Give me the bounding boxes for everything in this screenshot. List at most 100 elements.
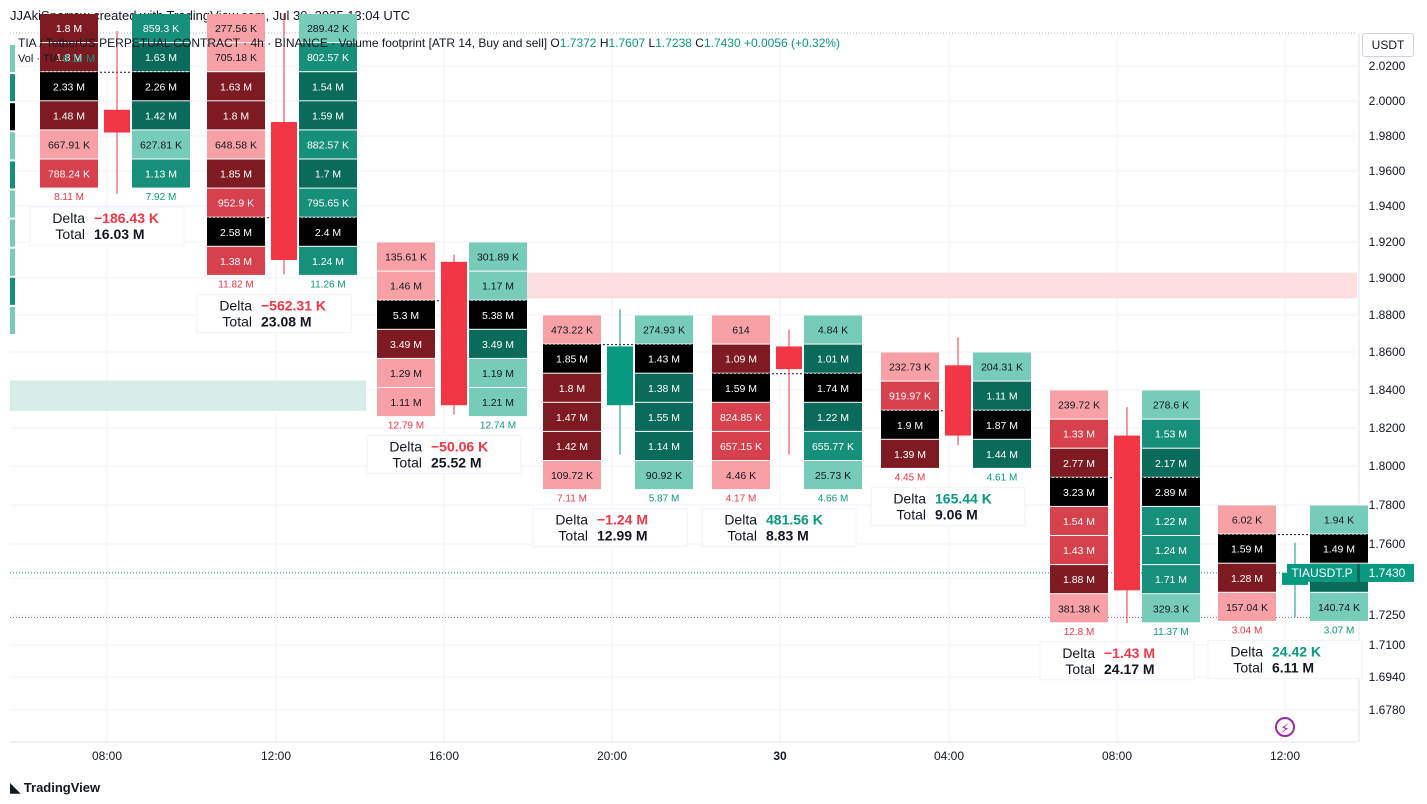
sell-cell <box>712 461 770 490</box>
buy-cell <box>973 410 1031 439</box>
total-value: 8.83 M <box>766 528 809 544</box>
lightning-icon[interactable]: ⚡ <box>1275 717 1295 737</box>
sell-cell <box>1050 594 1108 623</box>
buy-volume-label: 3.49 M <box>482 339 514 351</box>
sell-cell <box>1050 448 1108 477</box>
sell-cell <box>1050 390 1108 419</box>
sell-cell <box>881 410 939 439</box>
buy-cell <box>299 14 357 43</box>
price-tick-label: 1.8800 <box>1369 308 1406 322</box>
sell-cell <box>1218 592 1276 621</box>
delta-label: Delta <box>555 512 588 528</box>
total-value: 24.17 M <box>1104 661 1155 677</box>
sell-total-label: 7.11 M <box>557 494 587 505</box>
total-label: Total <box>222 313 252 329</box>
sell-volume-label: 2.33 M <box>53 81 85 93</box>
total-label: Total <box>55 226 85 242</box>
total-label: Total <box>1233 659 1263 675</box>
edge-cell-6 <box>10 219 15 247</box>
currency-button[interactable]: USDT <box>1362 33 1414 57</box>
buy-volume-label: 274.93 K <box>643 325 685 337</box>
sell-volume-label: 4.46 K <box>726 470 756 482</box>
sell-volume-label: 919.97 K <box>889 391 931 403</box>
delta-label: Delta <box>389 439 422 455</box>
delta-value: −1.24 M <box>597 512 648 528</box>
sell-volume-label: 1.47 M <box>556 412 588 424</box>
buy-total-label: 11.26 M <box>310 279 345 290</box>
edge-cell-0 <box>10 45 15 73</box>
sell-cell <box>881 439 939 468</box>
sell-cell <box>1218 534 1276 563</box>
sell-volume-label: 1.85 M <box>220 169 252 181</box>
sell-volume-label: 1.43 M <box>1063 545 1095 557</box>
sell-cell <box>543 373 601 402</box>
volume-legend[interactable]: Vol · TIA 6.11 M <box>18 53 95 65</box>
buy-volume-label: 1.7 M <box>315 169 341 181</box>
delta-label: Delta <box>1230 643 1263 659</box>
buy-volume-label: 1.63 M <box>145 52 177 64</box>
sell-total-label: 4.45 M <box>895 472 926 483</box>
sell-cell <box>207 101 265 130</box>
total-value: 9.06 M <box>935 506 978 522</box>
delta-label: Delta <box>724 512 757 528</box>
buy-volume-label: 1.87 M <box>986 420 1018 432</box>
buy-cell <box>1142 477 1200 506</box>
buy-cell <box>299 246 357 275</box>
time-tick-label: 04:00 <box>934 749 964 763</box>
buy-volume-label: 1.11 M <box>986 391 1017 403</box>
price-tick-label: 2.0000 <box>1369 94 1406 108</box>
total-label: Total <box>392 455 422 471</box>
sell-volume-label: 1.88 M <box>1063 574 1095 586</box>
buy-volume-label: 278.6 K <box>1153 400 1189 412</box>
sell-volume-label: 705.18 K <box>215 52 257 64</box>
buy-total-label: 5.87 M <box>649 494 680 505</box>
symbol-legend[interactable]: TIA / TetherUS PERPETUAL CONTRACT · 4h ·… <box>18 36 840 50</box>
sell-volume-label: 667.91 K <box>48 139 90 151</box>
sell-cell <box>712 315 770 344</box>
buy-volume-label: 1.53 M <box>1155 429 1187 441</box>
buy-volume-label: 301.89 K <box>477 252 519 264</box>
buy-volume-label: 1.42 M <box>145 110 177 122</box>
sell-cell <box>207 130 265 159</box>
buy-cell <box>635 315 693 344</box>
sell-volume-label: 1.8 M <box>56 23 82 35</box>
buy-cell <box>1310 534 1368 563</box>
buy-cell <box>804 315 862 344</box>
sell-cell <box>207 14 265 43</box>
sell-volume-label: 1.8 M <box>559 383 585 395</box>
edge-cell-3 <box>10 132 15 160</box>
sell-cell <box>712 344 770 373</box>
buy-volume-label: 802.57 K <box>307 52 349 64</box>
buy-cell <box>804 431 862 460</box>
delta-value: −1.43 M <box>1104 645 1155 661</box>
sell-cell <box>712 373 770 402</box>
symbol-title[interactable]: TIA / TetherUS PERPETUAL CONTRACT · 4h ·… <box>18 36 548 50</box>
sell-cell <box>40 72 98 101</box>
sell-cell <box>543 315 601 344</box>
sell-volume-label: 232.73 K <box>889 362 931 374</box>
sell-cell <box>40 101 98 130</box>
delta-box <box>366 435 522 475</box>
sell-volume-label: 2.58 M <box>220 227 252 239</box>
delta-box <box>870 486 1026 526</box>
open-label: O <box>550 36 560 50</box>
sell-volume-label: 657.15 K <box>720 441 762 453</box>
sell-cell <box>377 300 435 329</box>
buy-volume-label: 1.38 M <box>648 383 680 395</box>
buy-cell <box>1142 448 1200 477</box>
close-label: C <box>695 36 704 50</box>
buy-cell <box>132 101 190 130</box>
buy-cell <box>132 14 190 43</box>
edge-cell-7 <box>10 248 15 276</box>
sell-cell <box>207 159 265 188</box>
tradingview-mark-icon: ◣ <box>10 779 21 795</box>
sell-cell <box>1050 419 1108 448</box>
sell-volume-label: 1.48 M <box>53 110 85 122</box>
buy-cell <box>299 101 357 130</box>
buy-volume-label: 1.59 M <box>312 110 344 122</box>
buy-cell <box>469 358 527 387</box>
edge-cell-8 <box>10 277 15 305</box>
sell-total-label: 4.17 M <box>726 494 757 505</box>
buy-cell <box>804 461 862 490</box>
